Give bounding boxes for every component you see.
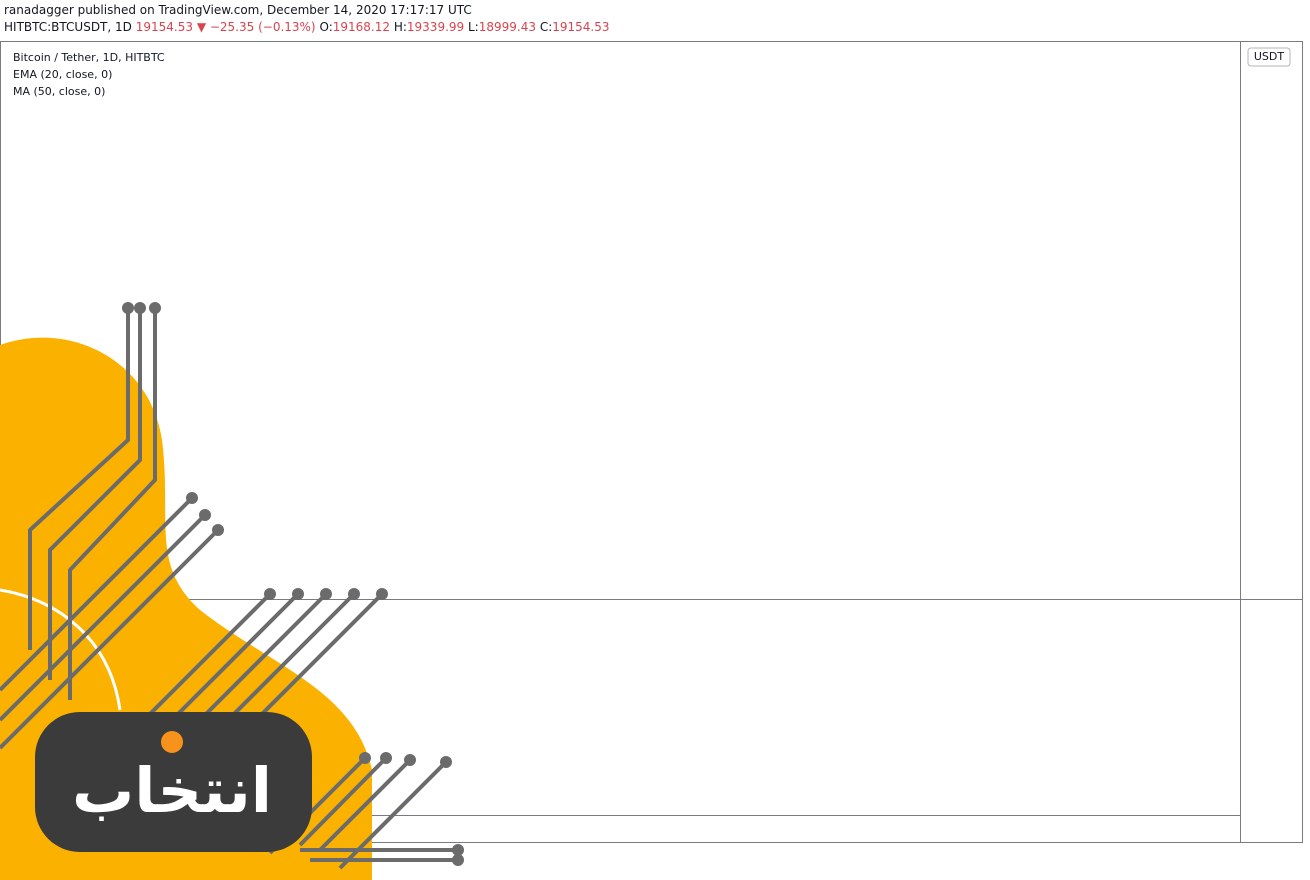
currency: USDT [1254,50,1285,63]
ohlc: O:19168.12 H:19339.99 L:18999.43 C:19154… [319,20,609,34]
circuit-nodes [122,302,464,866]
last-price: 19154.53 [135,20,193,34]
logo-coin [161,731,183,753]
symbol: HITBTC:BTCUSDT, 1D [4,20,132,34]
ohlc-value: 19339.99 [406,20,465,34]
logo-curve [0,588,122,711]
ohlc-value: 19168.12 [332,20,390,34]
ohlc-key: C: [539,20,553,34]
symbol-line: HITBTC:BTCUSDT, 1D 19154.53 ▼ −25.35 (−0… [4,19,610,36]
logo-plate [35,712,312,852]
ohlc-value: 18999.43 [478,20,536,34]
logo: انتخاب [0,302,464,880]
change: ▼ −25.35 (−0.13%) [196,20,316,34]
logo-text: انتخاب [72,754,272,827]
legend-ma: MA (50, close, 0) [13,85,105,98]
ohlc-value: 19154.53 [552,20,610,34]
publisher: ranadagger published on TradingView.com,… [4,3,472,17]
ohlc-key: H: [393,20,407,34]
header: ranadagger published on TradingView.com,… [4,2,610,36]
ohlc-key: L: [468,20,479,34]
currency-badge [1247,47,1291,67]
ohlc-key: O: [319,20,333,34]
legend-title: Bitcoin / Tether, 1D, HITBTC [13,51,165,64]
legend-ema: EMA (20, close, 0) [13,68,112,81]
circuit [0,308,458,870]
